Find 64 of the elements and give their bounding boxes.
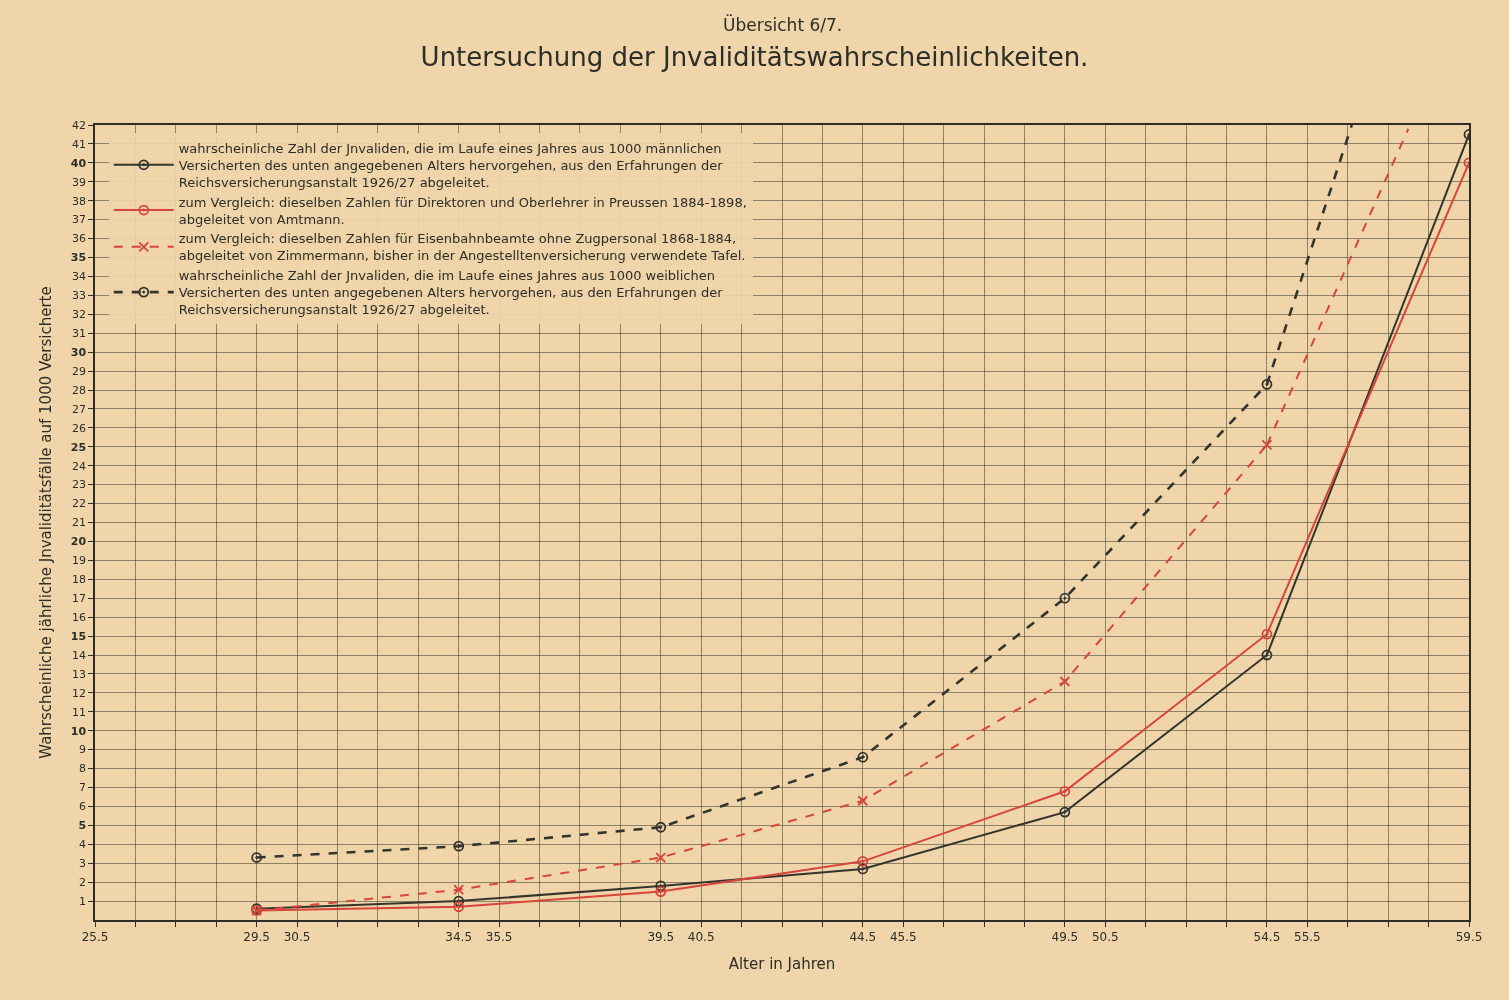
y-tick-label: 35: [70, 251, 87, 265]
y-tick-label: 10: [70, 724, 87, 738]
y-tick-label: 37: [72, 213, 87, 227]
y-tick-label: 21: [72, 516, 87, 530]
y-tick-label: 6: [79, 800, 87, 814]
y-tick-label: 24: [72, 459, 87, 473]
y-axis-title: Wahrscheinliche jährliche Jnvaliditätsfälle auf 1000 Versicherte: [37, 286, 56, 759]
y-tick-label: 41: [72, 137, 87, 151]
y-tick-label: 17: [72, 592, 87, 606]
y-tick-label: 18: [72, 573, 87, 587]
y-tick-label: 27: [72, 402, 87, 416]
x-tick-label: 49.5: [1051, 930, 1079, 945]
y-tick-label: 36: [72, 232, 87, 246]
y-tick-label: 12: [72, 686, 87, 700]
x-tick-label: 34.5: [445, 930, 473, 945]
y-tick-label: 14: [72, 648, 87, 662]
y-tick-label: 20: [70, 535, 87, 549]
y-tick-label: 3: [79, 857, 87, 871]
x-axis-title: Alter in Jahren: [728, 954, 836, 973]
x-tick-label: 30.5: [283, 930, 311, 945]
x-tick-label: 54.5: [1253, 930, 1281, 945]
y-tick-label: 23: [72, 478, 87, 492]
x-tick-label: 59.5: [1455, 930, 1483, 945]
y-tick-label: 4: [79, 838, 87, 852]
y-tick-label: 39: [72, 175, 87, 189]
x-tick-label: 45.5: [889, 930, 917, 945]
text: Übersicht 6/7.: [723, 14, 843, 35]
y-tick-label: 30: [70, 345, 87, 359]
legend-label: zum Vergleich: dieselben Zahlen für Eisenbahnbeamte ohne Zugpersonal 1868-1884, abgeleitet von Zimmermann, bisher in der Angestelltenversicherung verwendete Tafel.: [178, 231, 746, 264]
y-tick-label: 5: [78, 819, 87, 833]
y-tick-label: 31: [72, 327, 87, 341]
y-tick-label: 19: [72, 554, 87, 568]
y-tick-label: 32: [72, 308, 87, 322]
x-tick-label: 55.5: [1293, 930, 1321, 945]
y-tick-label: 25: [70, 440, 87, 454]
y-tick-label: 26: [72, 421, 87, 435]
legend-label: wahrscheinliche Zahl der Jnvaliden, die im Laufe eines Jahres aus 1000 männlichen Versicherten des unten angegebenen Alters hervorgehen, aus den Erfahrungen der Reichsversicherungsanstalt 1926/27 abgeleitet.: [178, 140, 724, 190]
y-tick-label: 8: [79, 762, 87, 776]
y-tick-label: 28: [72, 383, 87, 397]
y-tick-label: 33: [72, 289, 87, 303]
y-tick-label: 2: [79, 875, 87, 889]
x-tick-label: 39.5: [647, 930, 675, 945]
y-tick-label: 15: [70, 629, 87, 643]
y-tick-label: 40: [70, 156, 87, 170]
y-tick-label: 1: [79, 894, 87, 908]
x-tick-label: 44.5: [849, 930, 877, 945]
legend-label: wahrscheinliche Zahl der Jnvaliden, die im Laufe eines Jahres aus 1000 weiblichen Versicherten des unten angegebenen Alters hervorgehen, aus den Erfahrungen der Reichsversicherungsanstalt 1926/27 abgeleitet.: [178, 268, 724, 318]
y-tick-label: 7: [79, 781, 87, 795]
y-tick-label: 9: [79, 743, 87, 757]
x-tick-label: 50.5: [1091, 930, 1119, 945]
y-tick-label: 38: [72, 194, 87, 208]
y-tick-label: 11: [72, 705, 87, 719]
x-tick-label: 40.5: [687, 930, 715, 945]
x-tick-label: 35.5: [485, 930, 513, 945]
x-tick-label: 29.5: [243, 930, 271, 945]
legend-label: zum Vergleich: dieselben Zahlen für Direktoren und Oberlehrer in Preussen 1884-1898, abgeleitet von Amtmann.: [178, 194, 747, 227]
x-tick-label: 25.5: [81, 930, 109, 945]
y-tick-label: 34: [72, 270, 87, 284]
y-tick-label: 29: [72, 364, 87, 378]
y-tick-label: 13: [72, 667, 87, 681]
y-tick-label: 22: [72, 497, 87, 511]
y-tick-label: 42: [72, 118, 87, 132]
y-tick-label: 16: [72, 610, 87, 624]
chart-title: Untersuchung der Jnvaliditätswahrscheinlichkeiten.: [420, 42, 1089, 73]
